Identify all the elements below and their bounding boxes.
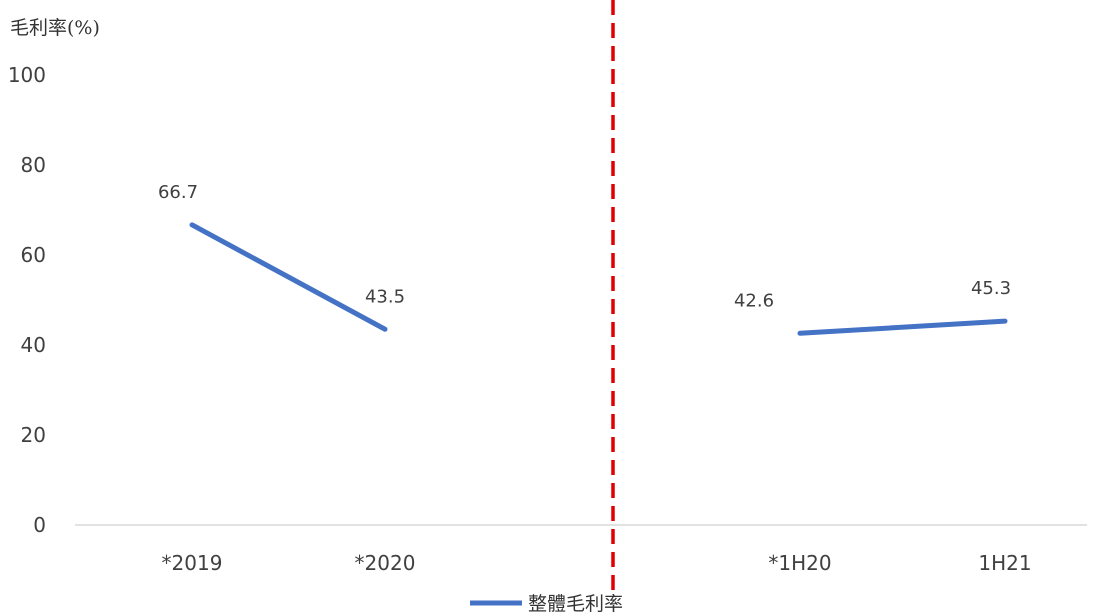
x-tick-label: *1H20 xyxy=(768,551,831,575)
y-tick-label: 80 xyxy=(21,153,46,177)
data-label: 42.6 xyxy=(734,290,774,311)
x-tick-label: *2019 xyxy=(162,551,223,575)
legend-label: 整體毛利率 xyxy=(528,593,623,614)
data-label: 66.7 xyxy=(158,182,198,203)
x-tick-label: *2020 xyxy=(355,551,416,575)
data-label: 43.5 xyxy=(365,286,405,307)
series-line-segment xyxy=(797,318,1008,336)
y-tick-label: 60 xyxy=(21,243,46,267)
y-tick-label: 40 xyxy=(21,333,46,357)
x-axis-tick-labels: *2019 *2020 *1H20 1H21 xyxy=(162,551,1032,575)
y-tick-label: 0 xyxy=(33,513,46,537)
series-lines xyxy=(189,222,1008,336)
y-tick-label: 100 xyxy=(8,63,46,87)
y-tick-label: 20 xyxy=(21,423,46,447)
y-axis-title: 毛利率(%) xyxy=(10,17,100,39)
data-labels: 66.7 43.5 42.6 45.3 xyxy=(158,182,1011,311)
legend: 整體毛利率 xyxy=(470,593,623,614)
x-tick-label: 1H21 xyxy=(978,551,1031,575)
y-axis-tick-labels: 0 20 40 60 80 100 xyxy=(8,63,46,537)
series-line-segment xyxy=(189,222,388,332)
data-label: 45.3 xyxy=(971,278,1011,299)
